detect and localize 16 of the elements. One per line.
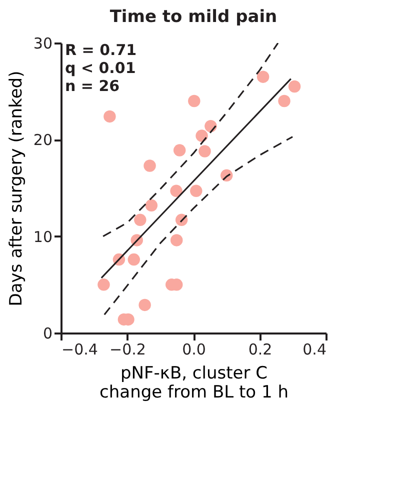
- x-tick-label: 0.4: [302, 340, 326, 358]
- x-tick-label: 0.0: [182, 340, 206, 358]
- y-tick-label: 30: [33, 34, 52, 52]
- x-tick-label: −0.2: [110, 340, 146, 358]
- y-tick-label: 10: [33, 228, 52, 246]
- x-axis-title: pNF-κB, cluster C change from BL to 1 h: [100, 364, 288, 402]
- x-tick-label: −0.4: [62, 340, 98, 358]
- y-tick-label: 20: [33, 131, 52, 150]
- y-tick-label: 0: [42, 324, 52, 342]
- chart-title: Time to mild pain: [110, 7, 278, 27]
- line-series: [104, 136, 294, 316]
- y-axis-title: Days after surgery (ranked): [6, 70, 26, 306]
- annotation: q < 0.01: [65, 59, 136, 77]
- annotation: n = 26: [65, 77, 120, 95]
- annotation: R = 0.71: [65, 41, 137, 59]
- x-tick-label: 0.2: [248, 340, 272, 358]
